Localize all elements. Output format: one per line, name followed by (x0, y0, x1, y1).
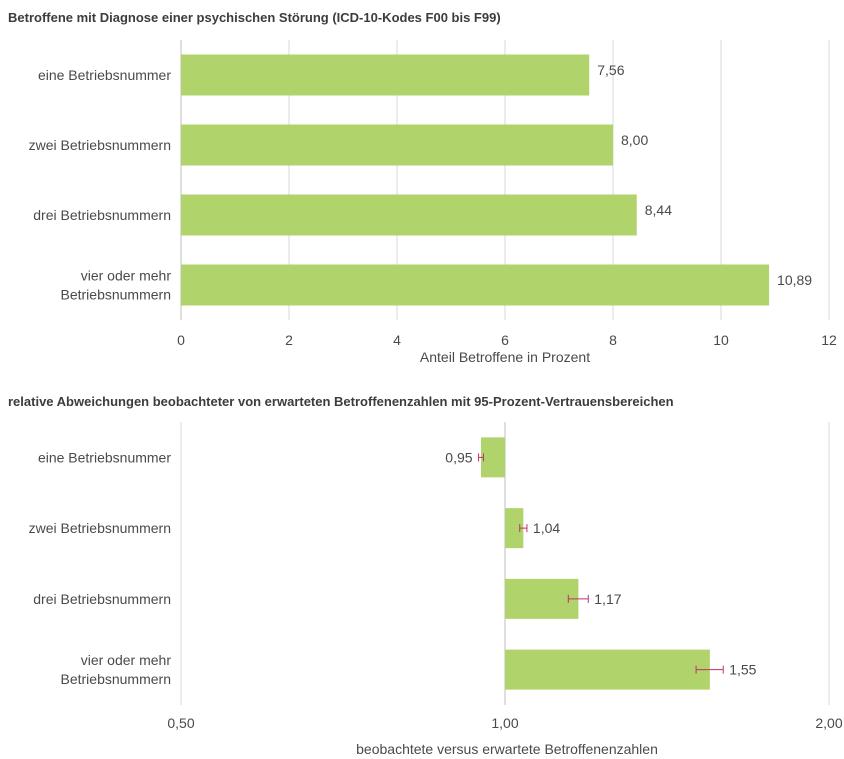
chart-2-bar (481, 437, 505, 478)
chart-2-x-tick-label: 0,50 (167, 715, 194, 731)
chart-2-category-label: eine Betriebsnummer (38, 449, 171, 465)
chart-1-category-label: zwei Betriebsnummern (29, 137, 171, 153)
chart-2-bar (505, 508, 524, 549)
chart-2-data-label: 0,95 (445, 449, 472, 465)
chart-1-bar (181, 194, 637, 236)
chart-2-bar (505, 578, 579, 619)
chart-2-data-label: 1,17 (594, 591, 621, 607)
chart-1-x-tick-label: 6 (501, 332, 509, 348)
chart-1-title: Betroffene mit Diagnose einer psychische… (8, 10, 501, 25)
chart-1-x-tick-label: 12 (821, 332, 837, 348)
chart-1-category-label: vier oder mehr Betriebsnummern (61, 268, 172, 303)
chart-1-plot: 0 2 4 6 8 10 12 eine Betriebsnummer 7,56 zwei Bet… (29, 40, 837, 348)
chart-1-data-label: 8,00 (621, 132, 648, 148)
chart-1-bar (181, 54, 590, 96)
chart-2-title: relative Abweichungen beobachteter von e… (8, 394, 674, 409)
chart-2-bar (505, 649, 710, 690)
chart-1-category-label: drei Betriebsnummern (33, 207, 171, 223)
chart-1-data-label: 8,44 (645, 202, 672, 218)
chart-1-bar (181, 124, 613, 166)
chart-2-x-axis-label: beobachtete versus erwartete Betroffenen… (356, 741, 658, 757)
chart-1-x-tick-label: 0 (177, 332, 185, 348)
chart-1-data-label: 10,89 (777, 272, 812, 288)
chart-2-data-label: 1,55 (729, 662, 756, 678)
chart-1-x-tick-label: 2 (285, 332, 293, 348)
chart-1-x-tick-label: 8 (609, 332, 617, 348)
chart-2-category-label: drei Betriebsnummern (33, 591, 171, 607)
chart-1-x-tick-label: 4 (393, 332, 401, 348)
chart-1-data-label: 7,56 (597, 62, 624, 78)
chart-2-x-tick-label: 2,00 (815, 715, 842, 731)
chart-2-x-tick-label: 1,00 (491, 715, 518, 731)
chart-1-bar (181, 264, 770, 306)
chart-1-x-tick-label: 10 (713, 332, 729, 348)
chart-1-x-axis-label: Anteil Betroffene in Prozent (420, 349, 590, 365)
chart-2-category-label: zwei Betriebsnummern (29, 520, 171, 536)
chart-1-category-label: eine Betriebsnummer (38, 67, 171, 83)
chart-2-category-label: vier oder mehr Betriebsnummern (61, 652, 172, 687)
chart-2-plot: 0,50 1,00 2,00 eine Betriebsnummer 0,95 zwei … (29, 422, 843, 731)
chart-2-data-label: 1,04 (533, 520, 560, 536)
